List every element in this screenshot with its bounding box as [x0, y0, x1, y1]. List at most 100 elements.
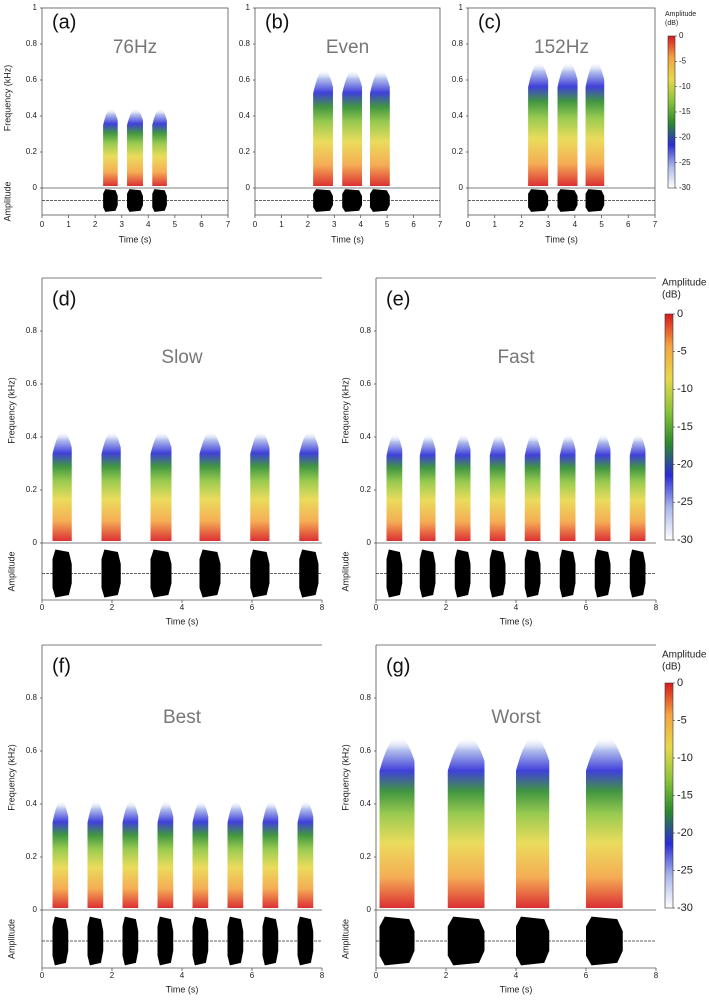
waveform	[127, 189, 143, 212]
y-tick-label: 0.8	[452, 39, 464, 48]
amplitude-label: Amplitude	[6, 919, 16, 959]
x-tick-label: 8	[320, 603, 325, 612]
amplitude-label: Amplitude	[340, 551, 350, 591]
x-tick-label: 0	[40, 603, 45, 612]
x-tick-label: 0	[374, 603, 379, 612]
x-tick-label: 6	[411, 220, 416, 229]
y-tick-label: 0.2	[239, 147, 251, 156]
waveform	[516, 916, 550, 966]
waveform	[454, 549, 471, 598]
plot-frame	[467, 7, 656, 216]
y-tick-label: 0.4	[452, 111, 464, 120]
spectrogram-burst	[250, 431, 270, 541]
x-tick-label: 0	[40, 971, 45, 980]
x-tick-label: 2	[444, 971, 449, 980]
colorbar	[667, 35, 676, 189]
x-tick-label: 3	[332, 220, 337, 229]
spectrogram-burst	[594, 433, 611, 541]
x-tick-label: 0	[253, 220, 258, 229]
y-tick-label: 0.8	[360, 693, 372, 702]
y-axis-label: Frequency (kHz)	[2, 65, 12, 132]
colorbar-tick-label: -25	[677, 864, 693, 876]
waveform	[227, 916, 244, 966]
colorbar-tick-label: -10	[679, 82, 691, 91]
y-tick-label: 0.6	[452, 75, 464, 84]
x-tick-label: 8	[654, 971, 659, 980]
waveform	[557, 189, 578, 212]
y-tick-label: 0.4	[360, 432, 372, 441]
x-tick-label: 2	[110, 971, 115, 980]
y-tick-label: 0.2	[26, 852, 38, 861]
x-tick-label: 0	[466, 220, 471, 229]
waveform	[419, 549, 436, 598]
spectrogram-burst	[52, 800, 69, 908]
x-tick-label: 3	[119, 220, 124, 229]
colorbar-tick-label: 0	[677, 308, 683, 320]
waveform	[152, 189, 167, 212]
y-tick-label: 0.2	[452, 147, 464, 156]
spectrogram-burst	[379, 736, 415, 908]
spectrogram-burst	[516, 736, 550, 908]
x-axis-label: Time (s)	[500, 984, 533, 994]
colorbar-tick-label: -20	[677, 459, 693, 471]
spectrogram-burst	[528, 61, 549, 186]
panel-label: (g)	[386, 655, 410, 677]
x-tick-label: 4	[358, 220, 363, 229]
spectrogram-burst	[227, 800, 244, 908]
colorbar-title: Amplitude	[662, 278, 707, 289]
waveform	[342, 189, 363, 212]
colorbar-title: (dB)	[662, 662, 681, 673]
spectrogram-burst	[122, 800, 139, 908]
spectrogram-burst	[127, 108, 143, 186]
y-tick-label: 0.2	[360, 852, 372, 861]
spectrogram-burst	[419, 433, 436, 541]
x-tick-label: 5	[385, 220, 390, 229]
x-tick-label: 6	[199, 220, 204, 229]
waveform	[528, 189, 549, 212]
spectrogram-burst	[101, 431, 121, 541]
waveform	[297, 916, 314, 966]
y-tick-label: 0.8	[360, 326, 372, 335]
spectrogram-burst	[524, 433, 541, 541]
x-tick-label: 8	[654, 603, 659, 612]
panel-label: (c)	[478, 11, 501, 33]
waveform	[379, 916, 415, 966]
colorbar	[664, 682, 674, 909]
x-tick-label: 1	[66, 220, 71, 229]
x-tick-label: 4	[573, 220, 578, 229]
x-tick-label: 6	[584, 603, 589, 612]
colorbar-tick-label: -25	[679, 158, 691, 167]
colorbar-tick-label: -15	[677, 421, 693, 433]
x-axis-label: Time (s)	[331, 234, 364, 244]
colorbar-tick-label: -20	[679, 132, 691, 141]
colorbar-tick-label: -20	[677, 827, 693, 839]
y-tick-label: 0	[33, 538, 38, 547]
panel-title: 76Hz	[113, 37, 157, 58]
waveform	[629, 549, 646, 598]
colorbar	[664, 313, 674, 541]
y-tick-label: 0	[367, 905, 372, 914]
x-axis-label: Time (s)	[166, 984, 199, 994]
x-tick-label: 4	[514, 971, 519, 980]
spectrogram-burst	[454, 433, 471, 541]
waveform	[52, 549, 72, 598]
waveform	[369, 189, 390, 212]
y-tick-label: 0	[459, 183, 464, 192]
panel-label: (f)	[52, 655, 71, 677]
y-tick-label: 0.4	[360, 799, 372, 808]
spectrogram-burst	[557, 61, 578, 186]
waveform	[87, 916, 104, 966]
waveform	[122, 916, 139, 966]
y-axis-label: Frequency (kHz)	[6, 744, 16, 811]
colorbar-tick-label: -15	[677, 789, 693, 801]
colorbar-title: (dB)	[662, 290, 681, 301]
colorbar-tick-label: -30	[677, 902, 693, 914]
plot-frame	[41, 7, 229, 216]
waveform	[52, 916, 69, 966]
waveform	[103, 189, 118, 212]
x-tick-label: 6	[584, 971, 589, 980]
waveform	[150, 549, 172, 598]
waveform	[386, 549, 403, 598]
spectrogram-burst	[489, 433, 506, 541]
